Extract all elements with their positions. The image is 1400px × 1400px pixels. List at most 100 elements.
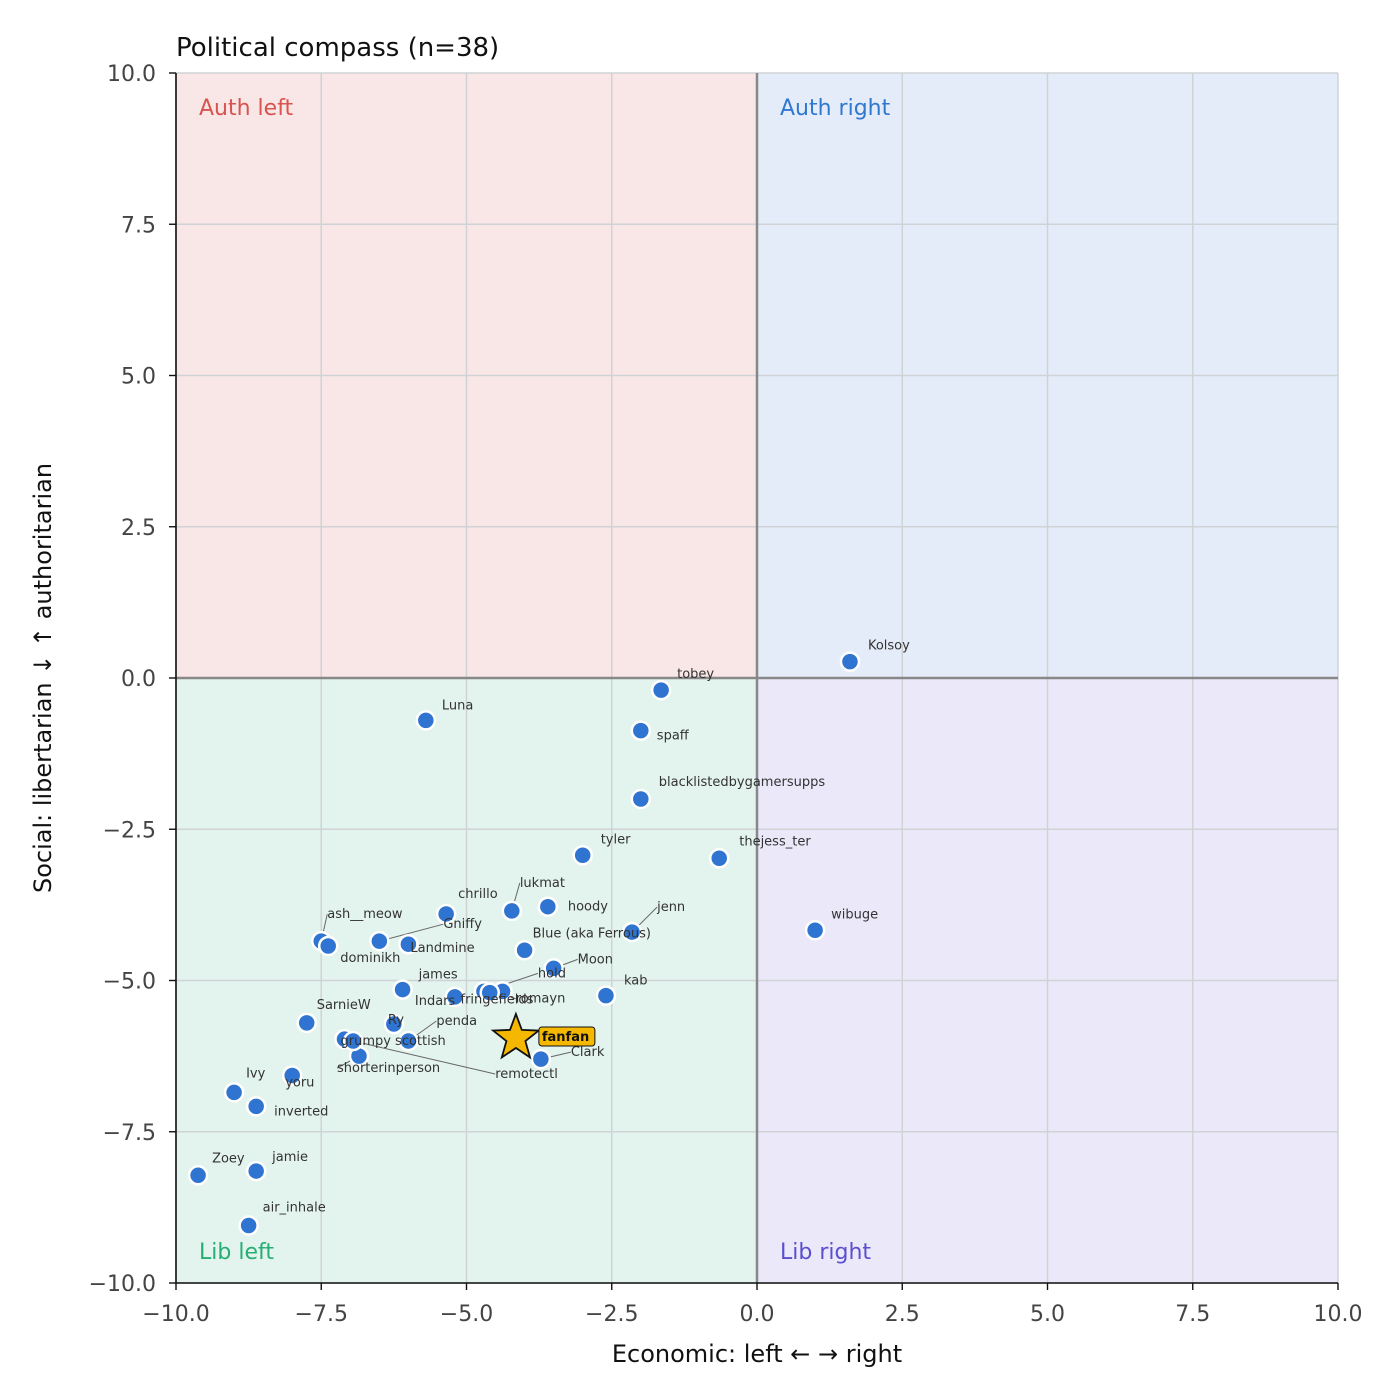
x-tick-label: 0.0 (740, 1302, 775, 1327)
data-point (630, 720, 652, 741)
y-tick-label: −7.5 (103, 1121, 156, 1146)
x-tick-label: −2.5 (585, 1302, 638, 1327)
center-axes (176, 73, 1338, 1283)
data-point (839, 651, 861, 672)
quadrant-label: Lib left (199, 1240, 274, 1265)
y-tick-label: −5.0 (103, 970, 156, 995)
point-label: Kolsoy (868, 639, 910, 654)
point-label: Gniffy (443, 917, 482, 932)
y-tick-label: 7.5 (121, 213, 156, 238)
data-point (621, 921, 643, 943)
point-label: Ry (388, 1013, 404, 1028)
data-point (187, 1165, 209, 1186)
data-point (435, 903, 457, 925)
data-point (369, 930, 390, 952)
chart-title: Political compass (n=38) (176, 33, 499, 63)
point-label: hoody (568, 900, 608, 915)
y-tick-label: 2.5 (121, 516, 156, 541)
x-tick-label: 10.0 (1314, 1302, 1363, 1327)
data-point (317, 935, 339, 957)
point-label: hold (538, 966, 566, 981)
point-label: dominikh (340, 951, 400, 966)
point-label: grumpy scottish (340, 1034, 445, 1049)
data-point (223, 1082, 245, 1103)
x-tick-label: 7.5 (1175, 1302, 1210, 1327)
data-point (630, 788, 652, 810)
data-point (444, 986, 466, 1008)
data-point (479, 982, 500, 1003)
leader-line (379, 923, 444, 942)
leader-line (353, 1040, 496, 1075)
point-label: remotectl (495, 1067, 558, 1082)
x-tick-label: −10.0 (142, 1302, 209, 1327)
data-point (501, 900, 523, 922)
point-label: shorterinperson (337, 1061, 440, 1076)
y-tick-label: 10.0 (107, 62, 156, 87)
point-label: Ivy (246, 1066, 266, 1081)
point-label: fringefields (461, 992, 534, 1007)
point-label: james (418, 968, 458, 983)
point-label: Clark (571, 1045, 605, 1060)
data-point (514, 940, 535, 961)
point-label: air_inhale (263, 1201, 326, 1216)
point-label: spaff (657, 729, 690, 744)
x-axis-title: Economic: left ← → right (612, 1340, 902, 1368)
x-tick-label: 2.5 (885, 1302, 920, 1327)
y-tick-label: 5.0 (121, 365, 156, 390)
y-tick-label: −10.0 (89, 1272, 156, 1297)
point-label: jenn (656, 900, 685, 915)
point-label: kab (624, 974, 648, 989)
point-label: Landmine (410, 941, 474, 956)
data-point (398, 1030, 419, 1052)
point-labels: Kolsoy tobey Luna spaff blacklistedbygamersu… (212, 639, 910, 1216)
data-point (245, 1160, 267, 1182)
point-label: penda (436, 1014, 477, 1029)
data-points (187, 651, 861, 1236)
data-point (650, 679, 672, 701)
point-label: Blue (aka Ferrous) (533, 926, 651, 941)
data-point (296, 1012, 317, 1034)
point-label: lukmat (520, 876, 565, 891)
highlight-label: fanfan (542, 1030, 589, 1045)
point-label: ash__meow (327, 907, 403, 922)
highlight-label-box (538, 1026, 596, 1047)
point-label: tobey (677, 667, 714, 682)
x-tick-label: 5.0 (1030, 1302, 1065, 1327)
point-label: Moon (578, 952, 613, 967)
data-point (281, 1065, 303, 1086)
point-label: tyler (601, 832, 631, 847)
x-tick-label: −7.5 (295, 1302, 348, 1327)
quadrant-labels: Auth left Auth right Lib left Lib right (199, 96, 891, 1265)
data-point (398, 933, 419, 955)
point-label: romayn (516, 992, 566, 1007)
y-tick-label: −2.5 (103, 818, 156, 843)
quadrant-label: Auth right (780, 96, 891, 121)
point-label: Zoey (212, 1151, 245, 1166)
highlight-point: fanfan (490, 1011, 596, 1060)
data-point (595, 985, 617, 1006)
quadrant-label: Lib right (780, 1240, 871, 1265)
tick-labels: −10.0 −7.5 −5.0 −2.5 0.0 2.5 5.0 7.5 10.0 −10.0 −7… (89, 62, 1363, 1327)
data-point (392, 979, 413, 1000)
y-axis-title: Social: libertarian ↓ ↑ authoritarian (29, 463, 57, 893)
data-point (415, 710, 437, 731)
point-label: inverted (274, 1104, 328, 1119)
point-label: jamie (271, 1150, 308, 1165)
data-point (572, 845, 593, 866)
data-point (245, 1096, 267, 1117)
y-tick-label: 0.0 (121, 667, 156, 692)
data-point (708, 848, 730, 869)
data-point (530, 1048, 552, 1070)
point-label: wibuge (831, 907, 878, 922)
point-label: Luna (442, 698, 473, 713)
data-point (238, 1215, 259, 1236)
point-label: chrillo (458, 887, 498, 902)
highlight-star (490, 1011, 542, 1060)
quadrant-label: Auth left (199, 96, 294, 121)
x-tick-label: −5.0 (440, 1302, 493, 1327)
point-label: thejess_ter (739, 834, 811, 849)
data-point (543, 958, 564, 979)
data-point (804, 920, 826, 941)
point-label: Indars (415, 994, 456, 1009)
